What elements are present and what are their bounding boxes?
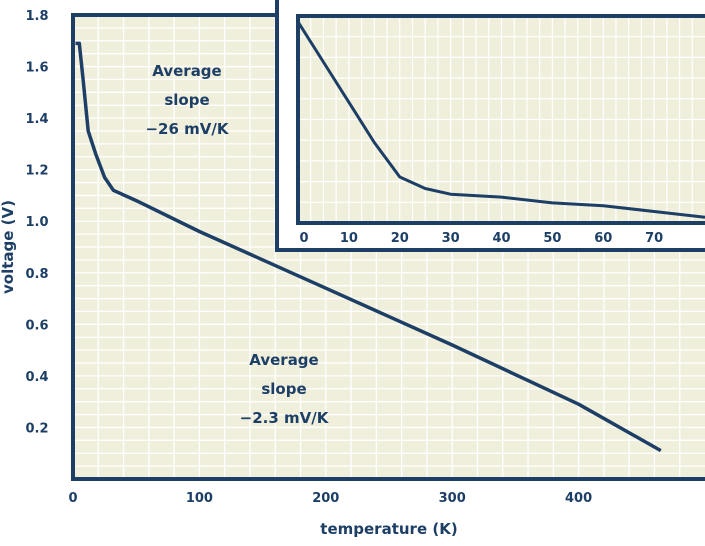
main-y-tick-label: 0.8 <box>25 267 48 282</box>
inset-grid <box>298 16 705 223</box>
main-y-tick-label: 1.2 <box>25 164 48 179</box>
inset-x-tick-label: 10 <box>340 231 358 246</box>
main-y-tick-label: 0.2 <box>25 421 48 436</box>
inset-x-tick-label: 70 <box>645 231 663 246</box>
inset-series-line <box>296 20 705 219</box>
steep-slope-annotation: Average slope −26 mV/K <box>145 62 229 138</box>
inset-axes-frame <box>275 0 705 252</box>
main-x-tick-label: 100 <box>186 491 213 506</box>
main-x-tick-label: 400 <box>565 491 592 506</box>
main-y-tick-label: 1.0 <box>25 215 48 230</box>
inset-x-tick-label: 40 <box>492 231 510 246</box>
shallow-slope-line-2: slope <box>261 380 306 398</box>
main-axes-frame <box>71 13 705 481</box>
main-y-tick-label: 1.4 <box>25 112 48 127</box>
inset-x-tick-label: 0 <box>299 231 308 246</box>
inset-plot: 0 10 20 30 40 50 60 70 <box>275 0 705 252</box>
inset-x-tick-label: 60 <box>594 231 612 246</box>
x-axis-title: temperature (K) <box>320 520 457 538</box>
inset-x-tick-label: 20 <box>391 231 409 246</box>
steep-slope-line-2: slope <box>164 91 209 109</box>
main-y-tick-label: 1.8 <box>25 9 48 24</box>
shallow-slope-line-1: Average <box>249 351 318 369</box>
main-x-tick-label: 200 <box>312 491 339 506</box>
inset-x-tick-label: 50 <box>543 231 561 246</box>
main-x-tick-label: 300 <box>439 491 466 506</box>
steep-slope-line-1: Average <box>152 62 221 80</box>
inset-x-tick-label: 30 <box>442 231 460 246</box>
shallow-slope-line-3: −2.3 mV/K <box>240 409 330 427</box>
inset-x-tick-labels: 0 10 20 30 40 50 60 70 <box>299 231 663 246</box>
y-axis-title: voltage (V) <box>0 200 17 294</box>
main-y-tick-labels: 0.2 0.4 0.6 0.8 1.0 1.2 1.4 1.6 1.8 <box>25 9 48 436</box>
main-y-tick-label: 1.6 <box>25 61 48 76</box>
main-y-tick-label: 0.4 <box>25 370 48 385</box>
main-y-tick-label: 0.6 <box>25 318 48 333</box>
shallow-slope-annotation: Average slope −2.3 mV/K <box>240 351 330 427</box>
main-x-tick-label: 0 <box>68 491 77 506</box>
steep-slope-line-3: −26 mV/K <box>145 120 229 138</box>
main-series-line <box>75 41 662 453</box>
main-x-tick-labels: 0 100 200 300 400 <box>68 491 592 506</box>
